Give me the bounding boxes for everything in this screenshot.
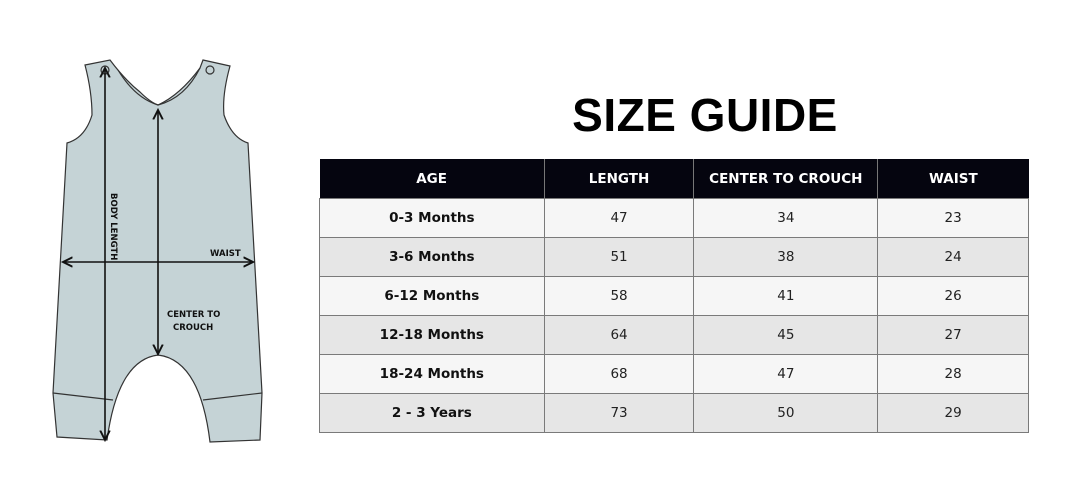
cell-waist: 27 bbox=[877, 315, 1029, 355]
cell-center-to-crouch: 41 bbox=[693, 276, 879, 316]
table-row: 12-18 Months 64 45 27 bbox=[319, 315, 1029, 355]
header-length: LENGTH bbox=[543, 159, 694, 199]
cell-length: 64 bbox=[543, 315, 695, 355]
cell-waist: 23 bbox=[877, 198, 1029, 238]
cell-length: 68 bbox=[543, 354, 695, 394]
cell-length: 58 bbox=[543, 276, 695, 316]
cell-length: 51 bbox=[543, 237, 695, 277]
cell-age: 3-6 Months bbox=[319, 237, 545, 277]
cell-age: 12-18 Months bbox=[319, 315, 545, 355]
header-center-to-crouch: CENTER TO CROUCH bbox=[693, 159, 878, 199]
table-row: 3-6 Months 51 38 24 bbox=[319, 237, 1029, 277]
cell-age: 2 - 3 Years bbox=[319, 393, 545, 433]
body-length-label: BODY LENGTH bbox=[108, 193, 118, 260]
table-row: 18-24 Months 68 47 28 bbox=[319, 354, 1029, 394]
cell-age: 0-3 Months bbox=[319, 198, 545, 238]
cell-waist: 29 bbox=[877, 393, 1029, 433]
table-header: AGE LENGTH CENTER TO CROUCH WAIST bbox=[319, 159, 1029, 199]
cell-length: 73 bbox=[543, 393, 695, 433]
cell-center-to-crouch: 47 bbox=[693, 354, 879, 394]
cell-waist: 26 bbox=[877, 276, 1029, 316]
waist-label: WAIST bbox=[210, 249, 241, 259]
cell-age: 18-24 Months bbox=[319, 354, 545, 394]
right-button-icon bbox=[205, 65, 215, 75]
center-to-crouch-label-line1: CENTER TO bbox=[167, 310, 220, 320]
table-row: 6-12 Months 58 41 26 bbox=[319, 276, 1029, 316]
header-age: AGE bbox=[319, 159, 545, 199]
romper-diagram: BODY LENGTH WAIST CENTER TO CROUCH bbox=[52, 59, 263, 443]
table-row: 2 - 3 Years 73 50 29 bbox=[319, 393, 1029, 433]
cell-age: 6-12 Months bbox=[319, 276, 545, 316]
size-table: AGE LENGTH CENTER TO CROUCH WAIST 0-3 Mo… bbox=[319, 159, 1029, 433]
table-row: 0-3 Months 47 34 23 bbox=[319, 198, 1029, 238]
header-waist: WAIST bbox=[877, 159, 1029, 199]
cell-waist: 24 bbox=[877, 237, 1029, 277]
cell-length: 47 bbox=[543, 198, 695, 238]
cell-waist: 28 bbox=[877, 354, 1029, 394]
cell-center-to-crouch: 38 bbox=[693, 237, 879, 277]
cell-center-to-crouch: 45 bbox=[693, 315, 879, 355]
neckline bbox=[117, 67, 201, 106]
page-title: SIZE GUIDE bbox=[572, 89, 838, 141]
cell-center-to-crouch: 34 bbox=[693, 198, 879, 238]
right-cuff-seam bbox=[202, 392, 263, 401]
center-to-crouch-label-line2: CROUCH bbox=[173, 323, 213, 333]
cell-center-to-crouch: 50 bbox=[693, 393, 879, 433]
